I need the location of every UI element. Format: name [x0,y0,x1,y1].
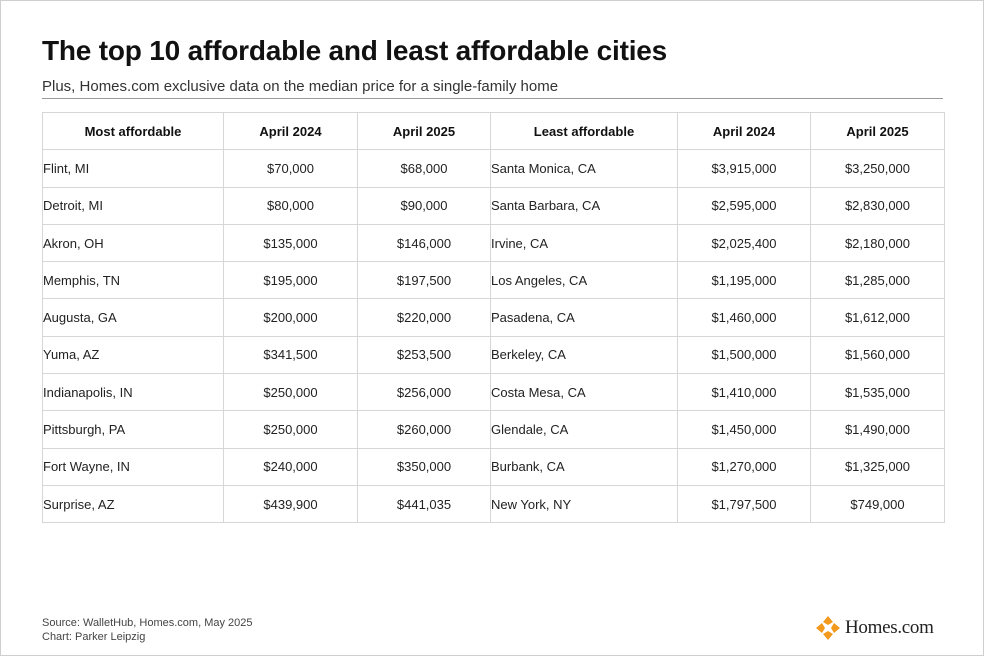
cell-most-april-2024: $195,000 [223,261,358,300]
cell-most-city: Akron, OH [42,223,224,263]
cell-least-city: Santa Barbara, CA [490,186,678,225]
table-row: Yuma, AZ $341,500 $253,500 Berkeley, CA $1,5… [42,335,945,375]
table-row: Surprise, AZ $439,900 $441,035 New York, NY… [42,484,945,524]
cell-least-city: Burbank, CA [490,447,678,486]
header-april-2025-least: April 2025 [810,111,945,151]
cell-least-city: Pasadena, CA [490,298,678,337]
cell-most-city: Yuma, AZ [42,335,224,375]
chart-subtitle: Plus, Homes.com exclusive data on the me… [42,78,559,95]
homes-com-logo: Homes.com [815,615,934,641]
cell-least-april-2025: $1,612,000 [810,298,945,337]
cell-least-april-2024: $1,797,500 [677,484,811,524]
cell-least-city: Santa Monica, CA [490,149,678,188]
cell-most-april-2025: $68,000 [357,149,491,188]
table-header-row: Most affordable April 2024 April 2025 Le… [42,111,945,151]
cell-most-april-2024: $341,500 [223,335,358,375]
table-row: Pittsburgh, PA $250,000 $260,000 Glendale, … [42,410,945,449]
cell-least-april-2025: $749,000 [810,484,945,524]
cell-least-april-2024: $1,270,000 [677,447,811,486]
cell-least-april-2024: $1,450,000 [677,410,811,449]
cell-most-april-2024: $250,000 [223,373,358,412]
table-body: Flint, MI $70,000 $68,000 Santa Monica, CA $… [42,149,945,524]
cell-least-city: Irvine, CA [490,223,678,263]
cell-least-april-2025: $1,325,000 [810,447,945,486]
table-row: Detroit, MI $80,000 $90,000 Santa Barbara, … [42,186,945,225]
cell-least-april-2024: $1,460,000 [677,298,811,337]
cell-least-april-2024: $1,500,000 [677,335,811,375]
cell-least-april-2025: $1,535,000 [810,373,945,412]
chart-credit: Chart: Parker Leipzig [42,631,146,643]
cell-most-april-2024: $135,000 [223,223,358,263]
cell-least-city: Glendale, CA [490,410,678,449]
cell-least-city: New York, NY [490,484,678,524]
homes-com-logo-icon [816,616,840,640]
cell-most-april-2024: $80,000 [223,186,358,225]
table-row: Flint, MI $70,000 $68,000 Santa Monica, CA $… [42,149,945,188]
cell-most-april-2024: $70,000 [223,149,358,188]
cell-most-city: Augusta, GA [42,298,224,337]
cell-most-april-2024: $240,000 [223,447,358,486]
cell-most-april-2024: $200,000 [223,298,358,337]
cell-most-city: Detroit, MI [42,186,224,225]
cell-least-city: Los Angeles, CA [490,261,678,300]
cell-most-april-2025: $220,000 [357,298,491,337]
table-row: Memphis, TN $195,000 $197,500 Los Angeles, … [42,261,945,300]
cell-most-april-2024: $250,000 [223,410,358,449]
cell-most-city: Memphis, TN [42,261,224,300]
source-note: Source: WalletHub, Homes.com, May 2025 [42,617,253,629]
table-row: Fort Wayne, IN $240,000 $350,000 Burbank, C… [42,447,945,486]
table-row: Augusta, GA $200,000 $220,000 Pasadena, CA $… [42,298,945,337]
cell-least-april-2024: $2,595,000 [677,186,811,225]
cell-least-city: Costa Mesa, CA [490,373,678,412]
cell-most-city: Pittsburgh, PA [42,410,224,449]
cell-most-city: Indianapolis, IN [42,373,224,412]
cell-least-april-2025: $1,285,000 [810,261,945,300]
logo-wordmark: Homes.com [845,617,934,638]
cell-most-april-2025: $253,500 [357,335,491,375]
table-row: Indianapolis, IN $250,000 $256,000 Costa Me… [42,373,945,412]
cell-most-april-2024: $439,900 [223,484,358,524]
title-divider [42,98,943,99]
cell-least-april-2025: $2,180,000 [810,223,945,263]
cell-most-april-2025: $350,000 [357,447,491,486]
cell-least-april-2024: $2,025,400 [677,223,811,263]
cell-most-city: Fort Wayne, IN [42,447,224,486]
cell-least-april-2025: $1,490,000 [810,410,945,449]
cell-most-city: Flint, MI [42,149,224,188]
cities-table: Most affordable April 2024 April 2025 Le… [42,111,945,524]
cell-most-april-2025: $260,000 [357,410,491,449]
cell-most-april-2025: $197,500 [357,261,491,300]
header-least-affordable: Least affordable [490,111,678,151]
cell-least-april-2025: $1,560,000 [810,335,945,375]
cell-least-april-2024: $1,410,000 [677,373,811,412]
cell-most-april-2025: $146,000 [357,223,491,263]
cell-least-april-2025: $2,830,000 [810,186,945,225]
table-row: Akron, OH $135,000 $146,000 Irvine, CA $2,02… [42,223,945,263]
header-april-2024-most: April 2024 [223,111,358,151]
cell-most-april-2025: $90,000 [357,186,491,225]
cell-most-april-2025: $256,000 [357,373,491,412]
header-most-affordable: Most affordable [42,111,224,151]
chart-footer: Source: WalletHub, Homes.com, May 2025 C… [42,616,253,644]
cell-most-city: Surprise, AZ [42,484,224,524]
cell-least-april-2024: $1,195,000 [677,261,811,300]
cell-most-april-2025: $441,035 [357,484,491,524]
cell-least-april-2025: $3,250,000 [810,149,945,188]
cell-least-april-2024: $3,915,000 [677,149,811,188]
chart-title: The top 10 affordable and least affordab… [42,35,668,66]
header-april-2024-least: April 2024 [677,111,811,151]
header-april-2025-most: April 2025 [357,111,491,151]
cell-least-city: Berkeley, CA [490,335,678,375]
